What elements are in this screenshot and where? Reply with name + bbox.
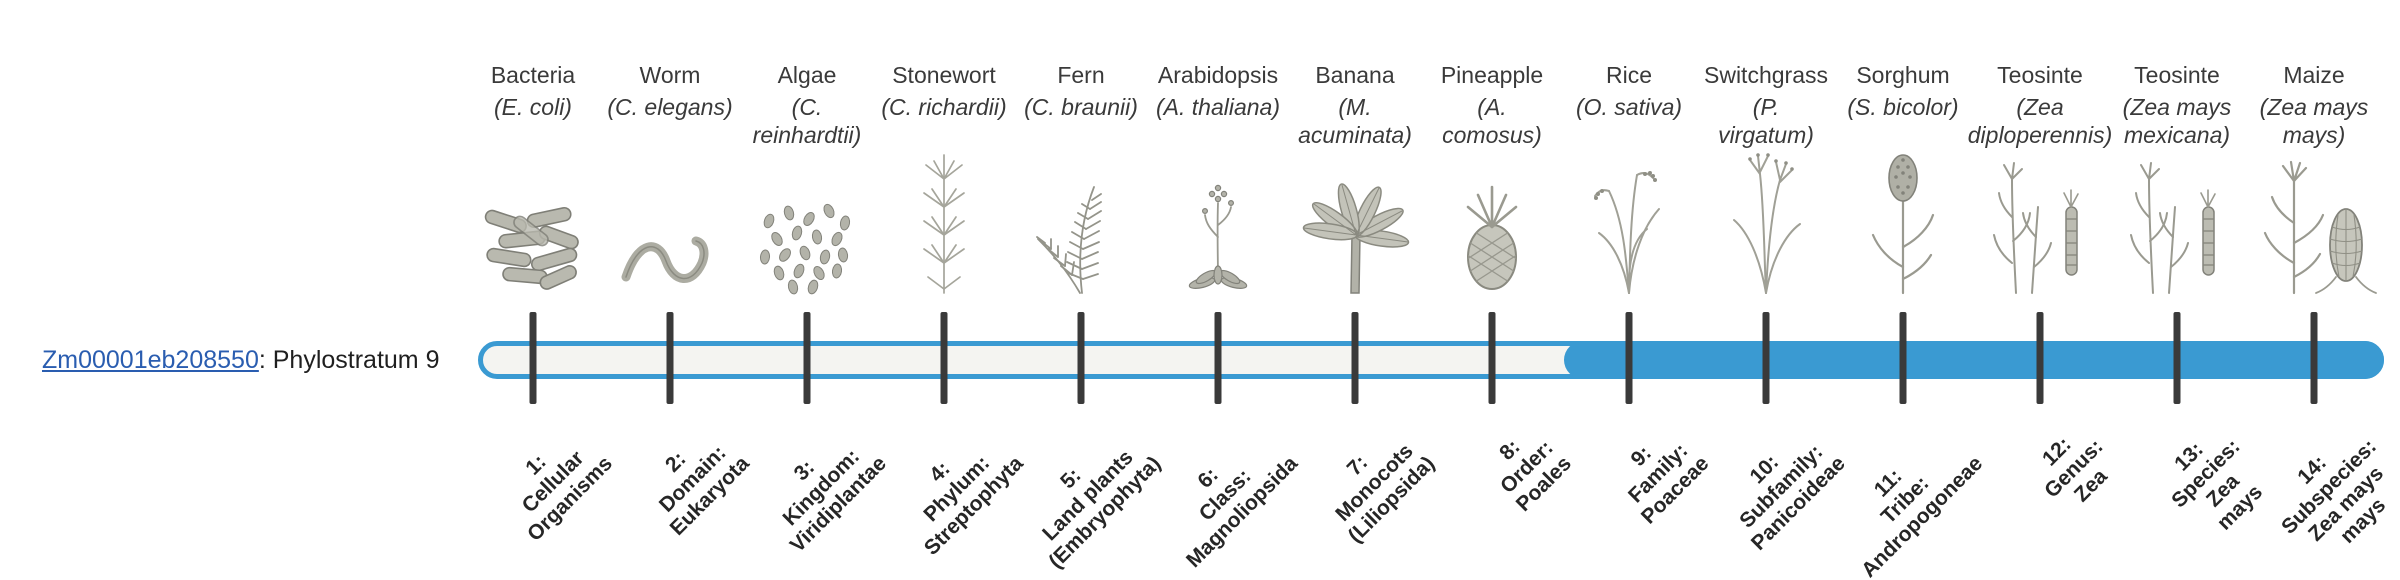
organism-column: Teosinte (Zea diploperennis) 12: Genus: … [1965,40,2115,580]
organism-column: Maize (Zea mays mays) 14: Subspecies: Ze… [2239,40,2391,580]
teosinte-icon [2107,155,2247,295]
organism-common-name: Arabidopsis [1157,62,1279,88]
phylostratum-tick [1214,312,1222,404]
organism-common-name: Stonewort [892,62,996,88]
phylostratum-tick [529,312,537,404]
phylostratum-tick [1351,312,1359,404]
organism-common-name: Maize [2283,62,2345,88]
bacteria-icon [463,155,603,295]
organism-common-name: Rice [1605,62,1652,88]
phylostratum-tick [1899,312,1907,404]
organism-scientific-name: (Zea mays mays) [2259,94,2369,148]
switchgrass-icon [1696,153,1836,295]
organism-scientific-name: (S. bicolor) [1847,94,1959,120]
algae-icon [737,155,877,295]
teosinte-icon [1970,155,2110,295]
organism-column: Worm (C. elegans) 2: Domain: Eukaryota [595,40,754,580]
arabidopsis-icon [1148,155,1288,295]
organism-common-name: Algae [777,62,837,88]
organism-common-name: Banana [1315,62,1395,88]
pineapple-icon [1422,155,1562,295]
organism-column: Bacteria (E. coli) 1: Cellular Organisms [458,40,617,580]
organism-scientific-name: (E. coli) [494,94,572,120]
rice-icon [1559,155,1699,295]
organism-scientific-name: (P. virgatum) [1718,94,1814,148]
organism-scientific-name: (Zea diploperennis) [1967,94,2113,148]
organism-scientific-name: (O. sativa) [1575,94,1683,120]
organism-common-name: Fern [1057,62,1105,88]
organism-column: Pineapple (A. comosus) 8: Order: Poales [1417,40,1577,580]
organism-common-name: Sorghum [1856,62,1950,88]
organism-column: Teosinte (Zea mays mexicana) 13: Species… [2102,40,2267,580]
phylostratum-tick [1625,312,1633,404]
phylostratum-bar-fill [1564,341,2384,379]
phylostratum-tick [666,312,674,404]
organism-common-name: Switchgrass [1704,62,1828,88]
organism-column: Rice (O. sativa) 9: Family: Poaceae [1554,40,1713,580]
stonewort-icon [874,154,1014,295]
organism-scientific-name: (C. richardii) [881,94,1007,120]
phylostratum-label: 11: Tribe: Andropogoneae [1857,452,1988,580]
organism-scientific-name: (C. elegans) [607,94,733,120]
phylostratum-tick [940,312,948,404]
phylostratum-tick [2036,312,2044,404]
phylostratum-tick [803,312,811,404]
organism-scientific-name: (A. thaliana) [1155,94,1280,120]
organism-column: Banana (M. acuminata) 7: Monocots (Lilio… [1280,40,1439,580]
organism-common-name: Teosinte [1997,62,2083,88]
organism-scientific-name: (C. reinhardtii) [752,94,862,148]
organism-column: Fern (C. braunii) 5: Land plants (Embryo… [1006,40,1165,580]
phylostratum-tick [2310,312,2318,404]
organism-column: Algae (C. reinhardtii) 3: Kingdom: Virid… [732,40,892,580]
organism-column: Stonewort (C. richardii) 4: Phylum: Stre… [869,40,1028,580]
gene-phylostratum-text: : Phylostratum 9 [258,346,440,374]
organism-scientific-name: (C. braunii) [1024,94,1138,120]
organism-common-name: Pineapple [1440,62,1544,88]
maize-icon [2244,155,2384,295]
organism-column: Arabidopsis (A. thaliana) 6: Class: Magn… [1143,40,1302,580]
banana-icon [1285,155,1425,295]
organism-common-name: Worm [639,62,701,88]
phylostratum-tick [1762,312,1770,404]
phylostratum-label: 14: Subspecies: Zea mays mays [2277,435,2391,549]
gene-label: Zm00001eb208550: Phylostratum 9 [42,341,440,379]
worm-icon [600,155,740,295]
phylostratum-tick [2173,312,2181,404]
phylostratum-tick [1077,312,1085,404]
fern-icon [1011,155,1151,295]
organism-scientific-name: (M. acuminata) [1298,94,1412,148]
organism-common-name: Bacteria [490,62,576,88]
organism-scientific-name: (Zea mays mexicana) [2122,94,2232,148]
organism-column: Switchgrass (P. virgatum) 10: Subfamily:… [1691,40,1850,580]
organism-scientific-name: (A. comosus) [1442,94,1542,148]
organism-common-name: Teosinte [2134,62,2220,88]
sorghum-icon [1833,154,1973,295]
gene-id-link[interactable]: Zm00001eb208550 [42,346,259,374]
organism-column: Sorghum (S. bicolor) 11: Tribe: Andropog… [1828,40,1987,580]
phylostratum-tick [1488,312,1496,404]
